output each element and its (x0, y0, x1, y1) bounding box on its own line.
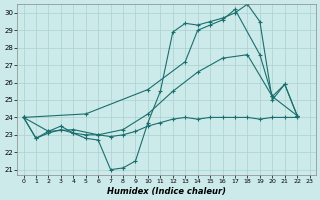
X-axis label: Humidex (Indice chaleur): Humidex (Indice chaleur) (107, 187, 226, 196)
